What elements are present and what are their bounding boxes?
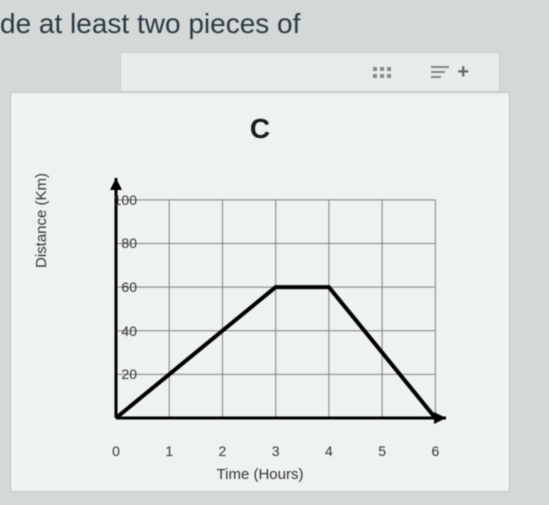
plus-icon[interactable]: + (457, 61, 469, 84)
x-tick: 6 (425, 443, 445, 459)
toolbar: + (120, 52, 500, 92)
y-tick: 20 (107, 366, 137, 382)
x-tick: 4 (319, 443, 339, 459)
chart-svg (106, 168, 466, 438)
x-tick: 2 (212, 443, 232, 459)
y-tick: 40 (107, 323, 137, 339)
x-tick: 0 (106, 443, 126, 459)
y-tick: 80 (107, 235, 137, 251)
y-tick: 60 (107, 279, 137, 295)
x-axis-label: Time (Hours) (11, 466, 509, 483)
chart-panel: C Distance (Km) Time (Hours) 20406080100… (10, 92, 510, 492)
y-axis-label: Distance (Km) (33, 173, 50, 268)
x-tick: 1 (159, 443, 179, 459)
chart-plot (106, 168, 466, 438)
header-fragment: de at least two pieces of (0, 8, 300, 40)
align-icon[interactable] (431, 66, 449, 78)
grid-icon[interactable] (373, 67, 391, 78)
y-tick: 100 (107, 192, 137, 208)
x-tick: 3 (266, 443, 286, 459)
x-tick: 5 (372, 443, 392, 459)
chart-title: C (11, 113, 509, 145)
